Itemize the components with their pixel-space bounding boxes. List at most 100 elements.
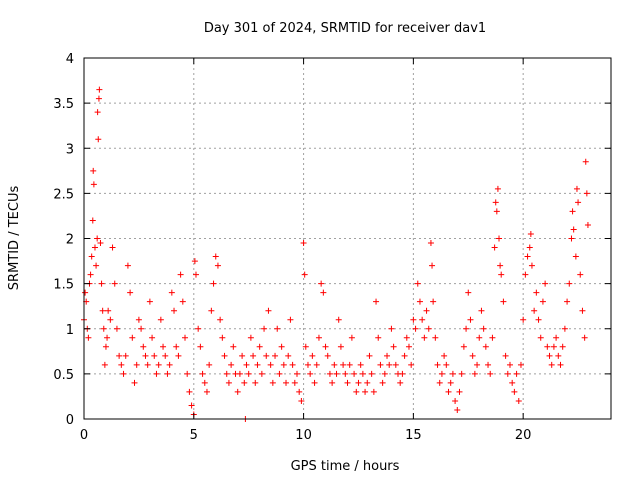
data-point	[90, 181, 97, 188]
x-tick-label: 15	[405, 428, 422, 443]
data-point	[414, 280, 421, 287]
data-point	[88, 253, 95, 260]
data-point	[513, 370, 520, 377]
data-point	[401, 352, 408, 359]
data-point	[285, 352, 292, 359]
data-point	[494, 185, 501, 192]
data-point	[300, 240, 307, 247]
data-point	[142, 352, 149, 359]
data-point	[99, 307, 106, 314]
chart-title: Day 301 of 2024, SRMTID for receiver dav…	[204, 21, 486, 36]
data-point	[452, 397, 459, 404]
data-point	[302, 343, 309, 350]
data-point	[326, 370, 333, 377]
data-point	[504, 370, 511, 377]
data-point	[399, 370, 406, 377]
data-point	[280, 361, 287, 368]
data-point	[497, 262, 504, 269]
data-point	[217, 316, 224, 323]
data-point	[487, 370, 494, 377]
data-point	[322, 343, 329, 350]
data-point	[379, 379, 386, 386]
data-point	[201, 379, 208, 386]
data-point	[186, 388, 193, 395]
data-point	[434, 361, 441, 368]
data-point	[344, 379, 351, 386]
data-point	[441, 352, 448, 359]
data-point	[531, 307, 538, 314]
data-point	[366, 352, 373, 359]
data-point	[357, 361, 364, 368]
data-point	[256, 343, 263, 350]
data-point	[500, 298, 507, 305]
data-point	[569, 208, 576, 215]
data-point	[524, 253, 531, 260]
data-point	[496, 235, 503, 242]
data-point	[471, 370, 478, 377]
data-point	[191, 258, 198, 265]
data-point	[373, 298, 380, 305]
data-point	[85, 334, 92, 341]
data-point	[493, 208, 500, 215]
data-point	[116, 352, 123, 359]
data-point	[517, 361, 524, 368]
data-point	[155, 361, 162, 368]
y-tick-label: 3.5	[53, 97, 74, 112]
data-point	[384, 352, 391, 359]
data-point	[340, 361, 347, 368]
data-point	[511, 388, 518, 395]
data-point	[289, 361, 296, 368]
data-point	[460, 343, 467, 350]
data-point	[162, 352, 169, 359]
data-point	[537, 334, 544, 341]
data-point	[559, 343, 566, 350]
data-point	[581, 334, 588, 341]
y-axis-label: SRMTID / TECUs	[7, 186, 22, 291]
data-point	[168, 289, 175, 296]
data-point	[252, 379, 259, 386]
data-point	[210, 280, 217, 287]
data-point	[239, 352, 246, 359]
data-point	[427, 240, 434, 247]
data-point	[195, 325, 202, 332]
data-point	[539, 298, 546, 305]
y-axis: 0 0.5 1 1.5 2 2.5 3 3.5 4	[53, 52, 611, 428]
y-tick-label: 0	[66, 413, 74, 428]
data-point	[527, 230, 534, 237]
data-point	[164, 370, 171, 377]
data-point	[359, 370, 366, 377]
data-point	[98, 280, 105, 287]
data-point	[175, 352, 182, 359]
data-point	[95, 95, 102, 102]
x-axis-label: GPS time / hours	[291, 459, 400, 474]
data-point	[375, 334, 382, 341]
data-point	[261, 325, 268, 332]
data-point	[485, 361, 492, 368]
data-point	[583, 190, 590, 197]
data-point	[278, 343, 285, 350]
data-point	[250, 352, 257, 359]
data-point	[287, 316, 294, 323]
data-point	[197, 343, 204, 350]
data-point	[561, 325, 568, 332]
data-point	[241, 379, 248, 386]
data-point	[94, 109, 101, 116]
data-point	[454, 406, 461, 413]
data-point	[192, 271, 199, 278]
data-point	[412, 325, 419, 332]
data-point	[416, 298, 423, 305]
data-point	[225, 379, 232, 386]
data-point	[133, 361, 140, 368]
data-point	[533, 289, 540, 296]
y-tick-label: 3	[66, 142, 74, 157]
data-point	[230, 343, 237, 350]
data-point	[423, 307, 430, 314]
data-point	[408, 361, 415, 368]
data-point	[95, 136, 102, 143]
data-point	[469, 352, 476, 359]
data-point	[245, 370, 252, 377]
data-point	[498, 271, 505, 278]
data-point	[553, 334, 560, 341]
data-point	[528, 262, 535, 269]
